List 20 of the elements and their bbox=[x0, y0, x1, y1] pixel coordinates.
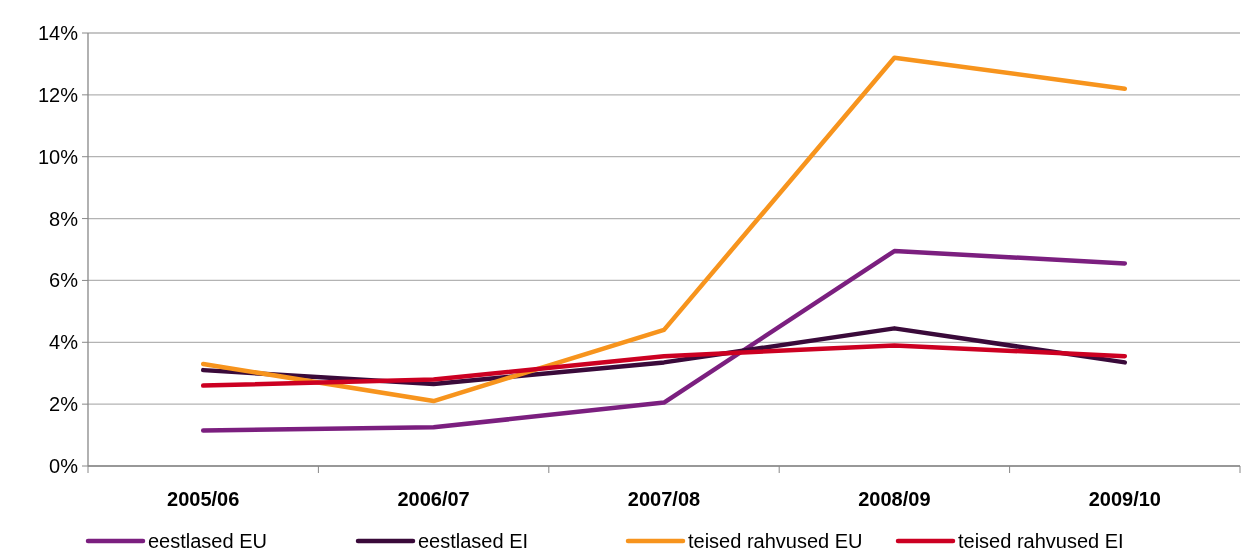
x-tick-label: 2009/10 bbox=[1088, 488, 1161, 510]
x-tick-label: 2008/09 bbox=[858, 488, 931, 510]
y-tick-label: 4% bbox=[49, 331, 79, 354]
legend-label: teised rahvused EI bbox=[958, 530, 1124, 552]
line-series bbox=[200, 55, 1128, 404]
y-tick-label: 2% bbox=[49, 393, 79, 416]
legend-label: eestlased EI bbox=[418, 530, 529, 552]
y-tick-label: 10% bbox=[37, 145, 79, 168]
x-tick-label: 2006/07 bbox=[397, 488, 470, 510]
x-tick-label: 2005/06 bbox=[167, 488, 240, 510]
y-tick-label: 12% bbox=[37, 83, 79, 106]
y-tick-label: 6% bbox=[49, 269, 79, 292]
y-tick-label: 14% bbox=[37, 22, 79, 44]
x-tick-label: 2007/08 bbox=[627, 488, 701, 510]
line-series bbox=[200, 343, 1128, 388]
line-series bbox=[200, 248, 1128, 433]
legend-label: eestlased EU bbox=[148, 530, 267, 552]
y-tick-label: 0% bbox=[49, 455, 79, 477]
y-tick-label: 8% bbox=[49, 207, 79, 230]
legend-label: teised rahvused EU bbox=[688, 530, 863, 552]
